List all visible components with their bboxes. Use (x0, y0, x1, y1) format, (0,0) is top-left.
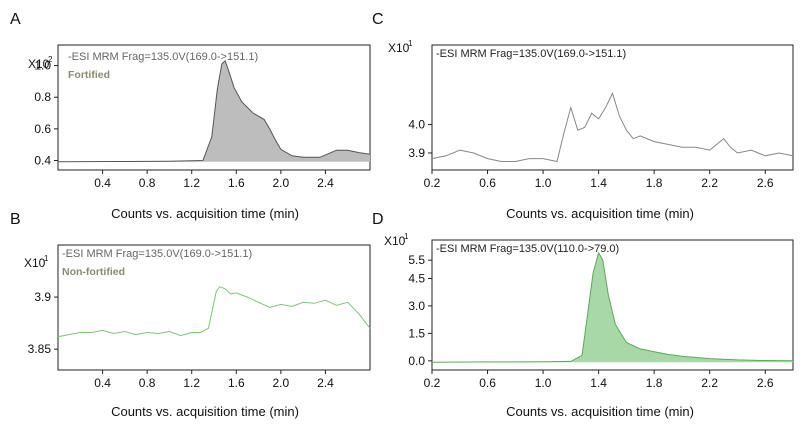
y-tick-label-c: 4.0 (408, 118, 425, 132)
series-line-b (57, 286, 371, 338)
plot-frame-a (57, 44, 371, 171)
x-tick-label-d: 0.6 (479, 376, 496, 390)
x-tick-label-d: 1.4 (590, 376, 607, 390)
panel-c: 0.2 0.6 1.0 1.4 1.8 2.2 2.6 3.9 4.0 -ESI MRM Frag… (388, 39, 794, 221)
x-tick-label-d: 1.0 (535, 376, 552, 390)
x-tick-label-b: 2.0 (273, 376, 290, 390)
plot-frame-b (57, 244, 371, 371)
y-tick-label-a: 0.8 (34, 90, 51, 104)
panel-d: 0.2 0.6 1.0 1.4 1.8 2.2 2.6 0.0 1.5 3.0 4.5 5.5 -ESI… (384, 232, 794, 419)
y-multiplier-b: X10 (24, 256, 46, 270)
x-tick-label-a: 1.6 (228, 176, 245, 190)
mrm-annotation-b: -ESI MRM Frag=135.0V(169.0->151.1) (62, 248, 252, 260)
sample-subtitle-a: Fortified (68, 69, 110, 81)
mrm-annotation-a: -ESI MRM Frag=135.0V(169.0->151.1) (68, 51, 258, 63)
x-tick-label-d: 2.6 (757, 376, 774, 390)
y-tick-label-d: 0.0 (408, 354, 425, 368)
x-axis-label-b: Counts vs. acquisition time (min) (111, 404, 299, 419)
x-tick-label-a: 0.4 (94, 176, 111, 190)
panel-a: 0.4 0.8 1.2 1.6 2.0 2.4 0.4 0.6 0.8 1.0 -ESI MRM F… (28, 44, 371, 221)
x-tick-label-d: 1.8 (646, 376, 663, 390)
x-tick-label-a: 1.2 (183, 176, 200, 190)
x-tick-label-b: 0.8 (139, 376, 156, 390)
panel-label-b: B (10, 211, 21, 228)
sample-subtitle-b: Non-fortified (62, 266, 125, 278)
y-tick-label-a: 1.0 (34, 59, 51, 73)
x-tick-label-c: 1.0 (535, 176, 552, 190)
y-tick-label-d: 4.5 (408, 271, 425, 285)
y-multiplier-d: X10 (384, 234, 406, 248)
x-tick-label-c: 1.4 (590, 176, 607, 190)
x-axis-label-c: Counts vs. acquisition time (min) (506, 206, 694, 221)
x-tick-label-c: 0.2 (424, 176, 441, 190)
x-tick-label-c: 2.6 (757, 176, 774, 190)
x-tick-label-b: 0.4 (94, 376, 111, 390)
y-tick-label-b: 3.85 (28, 342, 52, 356)
series-line-d (431, 251, 794, 363)
y-multiplier-exponent-b: 1 (44, 254, 49, 263)
x-tick-label-c: 2.2 (701, 176, 718, 190)
series-line-a (57, 59, 371, 163)
x-tick-label-d: 2.2 (701, 376, 718, 390)
y-tick-label-a: 0.6 (34, 122, 51, 136)
mrm-annotation-c: -ESI MRM Frag=135.0V(169.0->151.1) (436, 48, 626, 60)
y-multiplier-a: X10 (28, 57, 50, 71)
x-tick-label-a: 2.0 (273, 176, 290, 190)
y-tick-label-b: 3.9 (34, 290, 51, 304)
x-axis-label-a: Counts vs. acquisition time (min) (111, 206, 299, 221)
y-multiplier-c: X10 (388, 41, 410, 55)
mrm-annotation-d: -ESI MRM Frag=135.0V(110.0->79.0) (436, 243, 619, 255)
y-tick-label-c: 3.9 (408, 146, 425, 160)
y-tick-label-d: 5.5 (408, 253, 425, 267)
plot-frame-d (431, 239, 794, 371)
x-tick-label-b: 2.4 (317, 376, 334, 390)
x-tick-label-a: 2.4 (317, 176, 334, 190)
y-tick-label-d: 1.5 (408, 326, 425, 340)
x-tick-label-c: 1.8 (646, 176, 663, 190)
panel-label-d: D (372, 211, 384, 228)
x-axis-label-d: Counts vs. acquisition time (min) (506, 404, 694, 419)
x-tick-label-b: 1.2 (183, 376, 200, 390)
y-tick-label-d: 3.0 (408, 299, 425, 313)
panel-label-c: C (372, 11, 384, 28)
x-tick-label-a: 0.8 (139, 176, 156, 190)
y-tick-label-a: 0.4 (34, 154, 51, 168)
plot-frame-c (431, 44, 794, 171)
y-multiplier-exponent-a: 2 (48, 55, 53, 64)
y-multiplier-exponent-c: 1 (408, 39, 413, 48)
x-tick-label-d: 0.2 (424, 376, 441, 390)
y-multiplier-exponent-d: 1 (404, 232, 409, 241)
panel-b: 0.4 0.8 1.2 1.6 2.0 2.4 3.85 3.9 -ESI MRM Frag=1… (24, 244, 371, 419)
x-tick-label-c: 0.6 (479, 176, 496, 190)
series-line-c (431, 91, 794, 163)
area-fill-a (58, 60, 370, 162)
panel-label-a: A (10, 11, 21, 28)
area-fill-d (432, 252, 793, 363)
x-tick-label-b: 1.6 (228, 376, 245, 390)
